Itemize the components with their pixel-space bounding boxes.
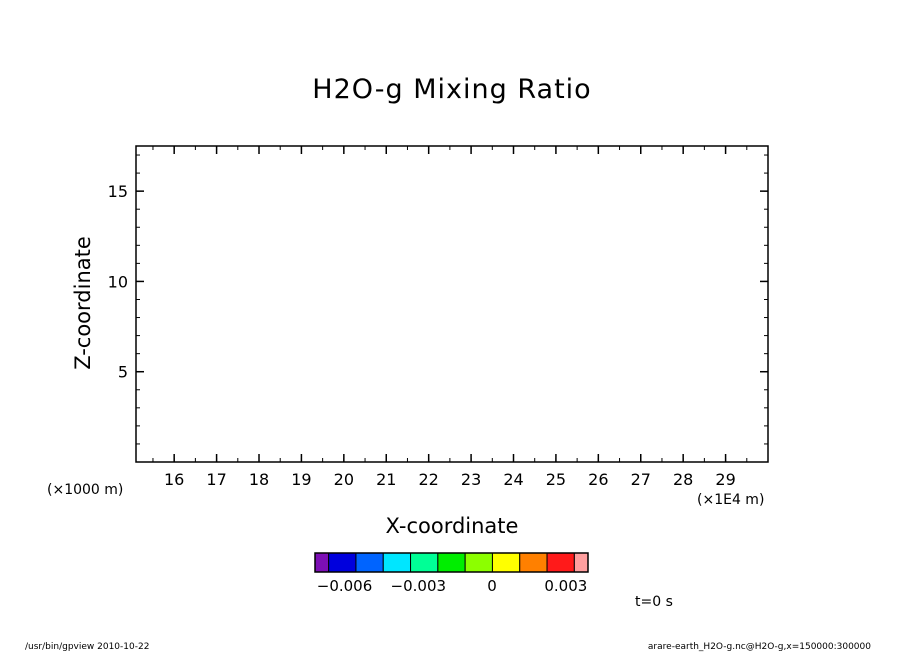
colorbar: −0.006 −0.003 0 0.003: [314, 552, 589, 595]
x-tick-label: 27: [631, 470, 651, 489]
colorbar-tick-label: 0: [487, 577, 497, 595]
colorbar-swatch: [464, 552, 493, 573]
colorbar-swatch: [546, 552, 575, 573]
colorbar-swatch: [328, 552, 357, 573]
x-tick-label: 16: [164, 470, 184, 489]
y-tick-label: 5: [118, 363, 128, 382]
colorbar-swatch: [491, 552, 521, 573]
x-tick-label: 18: [249, 470, 269, 489]
x-tick-label: 19: [291, 470, 311, 489]
colorbar-tick-label: −0.006: [317, 577, 373, 595]
colorbar-swatch: [355, 552, 384, 573]
x-axis-label: X-coordinate: [385, 514, 519, 538]
chart-title: H2O-g Mixing Ratio: [312, 74, 592, 105]
plot-frame: [135, 145, 769, 463]
x-tick-label: 23: [461, 470, 481, 489]
colorbar-swatch: [314, 552, 330, 573]
x-tick-label: 22: [418, 470, 438, 489]
colorbar-swatch: [382, 552, 412, 573]
axes: 16 17 18 19 20 21 22 23 24 25 26 27 28 29 5 10 15: [108, 145, 769, 489]
footer-left: /usr/bin/gpview 2010-10-22: [25, 642, 150, 652]
x-tick-label: 17: [206, 470, 226, 489]
colorbar-tick-label: −0.003: [391, 577, 447, 595]
colorbar-swatch: [519, 552, 548, 573]
footer-right: arare-earth_H2O-g.nc@H2O-g,x=150000:3000…: [647, 642, 871, 652]
x-tick-label: 24: [503, 470, 523, 489]
x-tick-label: 20: [334, 470, 354, 489]
colorbar-swatch: [573, 552, 589, 573]
x-axis-unit-note: (×1E4 m): [697, 492, 765, 508]
time-annotation: t=0 s: [635, 594, 673, 610]
x-tick-label: 26: [588, 470, 608, 489]
colorbar-tick-label: 0.003: [544, 577, 587, 595]
x-tick-label: 29: [715, 470, 735, 489]
x-tick-label: 25: [546, 470, 566, 489]
x-tick-label: 21: [376, 470, 396, 489]
x-tick-label: 28: [673, 470, 693, 489]
colorbar-frame: [314, 552, 589, 573]
colorbar-swatch: [410, 552, 439, 573]
y-axis-unit-note: (×1000 m): [47, 482, 124, 498]
y-tick-label: 15: [108, 182, 128, 201]
y-tick-label: 10: [108, 272, 128, 291]
colorbar-swatch: [437, 552, 466, 573]
